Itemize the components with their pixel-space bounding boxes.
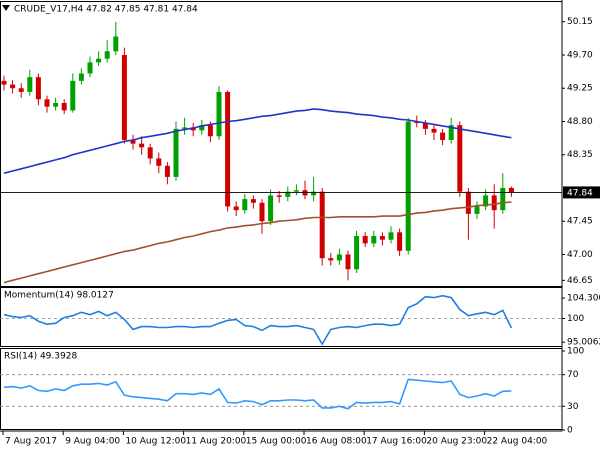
candle-body bbox=[311, 191, 317, 196]
panel-title: CRUDE_V17,H4 47.82 47.85 47.81 47.84 bbox=[14, 5, 198, 15]
candle-body bbox=[207, 125, 213, 137]
y-tick-label: 0 bbox=[567, 426, 573, 436]
x-tick-label: 16 Aug 08:00 bbox=[306, 437, 367, 447]
x-tick-label: 10 Aug 12:00 bbox=[125, 437, 186, 447]
x-tick-label: 20 Aug 23:00 bbox=[426, 437, 487, 447]
candle-body bbox=[500, 187, 506, 211]
candle-body bbox=[113, 36, 119, 52]
candle-body bbox=[70, 80, 76, 111]
candle-body bbox=[78, 73, 84, 81]
candle-body bbox=[182, 127, 188, 129]
candle-body bbox=[216, 91, 222, 137]
candle-body bbox=[1, 80, 7, 85]
candle-body bbox=[173, 128, 179, 177]
indicator-line bbox=[3, 108, 512, 174]
candle-body bbox=[474, 206, 480, 214]
candle-body bbox=[35, 77, 41, 100]
x-tick-label: 15 Aug 00:00 bbox=[246, 437, 307, 447]
x-tick-label: 7 Aug 2017 bbox=[5, 437, 57, 447]
indicator-line bbox=[3, 201, 512, 284]
candle-body bbox=[397, 232, 403, 251]
collapse-icon bbox=[2, 5, 10, 11]
candle-body bbox=[87, 62, 93, 74]
candle-body bbox=[328, 258, 334, 261]
y-tick-label: 100 bbox=[567, 314, 584, 324]
y-tick-label: 104.3006 bbox=[567, 294, 600, 304]
candle-body bbox=[268, 195, 274, 222]
indicator-line bbox=[3, 378, 512, 410]
candle-body bbox=[491, 195, 497, 211]
candle-body bbox=[61, 103, 67, 111]
candle-body bbox=[139, 143, 145, 148]
candle-body bbox=[371, 236, 377, 244]
candle-body bbox=[457, 125, 463, 192]
candle-body bbox=[379, 236, 385, 240]
candle-body bbox=[405, 121, 411, 251]
candle-body bbox=[147, 147, 153, 159]
candle-body bbox=[44, 99, 50, 107]
x-tick-label: 9 Aug 04:00 bbox=[65, 437, 120, 447]
candle-body bbox=[199, 125, 205, 131]
x-tick-label: 17 Aug 16:00 bbox=[366, 437, 427, 447]
panel-title: RSI(14) 49.3928 bbox=[4, 352, 77, 362]
candle-body bbox=[104, 51, 110, 59]
candle-body bbox=[259, 202, 265, 222]
y-tick-label: 100 bbox=[567, 347, 584, 357]
y-tick-label: 48.80 bbox=[567, 117, 593, 127]
x-tick-label: 11 Aug 20:00 bbox=[186, 437, 247, 447]
last-price-label: 47.84 bbox=[567, 188, 593, 198]
candle-body bbox=[422, 122, 428, 129]
y-tick-label: 47.00 bbox=[567, 250, 593, 260]
y-tick-label: 49.25 bbox=[567, 84, 593, 94]
candle-body bbox=[242, 199, 248, 211]
candle-body bbox=[336, 254, 342, 261]
candle-body bbox=[431, 128, 437, 133]
candle-body bbox=[225, 91, 231, 207]
candle-body bbox=[483, 195, 489, 207]
candle-body bbox=[233, 206, 239, 211]
candle-body bbox=[362, 236, 368, 244]
y-tick-label: 95.0062 bbox=[567, 338, 600, 348]
candle-body bbox=[96, 58, 102, 63]
candle-body bbox=[354, 236, 360, 270]
candle-body bbox=[319, 191, 325, 259]
candle-body bbox=[130, 139, 136, 144]
y-tick-label: 47.45 bbox=[567, 217, 593, 227]
candle-body bbox=[10, 84, 16, 89]
candle-body bbox=[156, 158, 162, 166]
candle-body bbox=[250, 199, 256, 203]
candle-body bbox=[465, 191, 471, 214]
candle-body bbox=[293, 190, 299, 192]
y-tick-label: 50.15 bbox=[567, 17, 593, 27]
candle-body bbox=[448, 125, 454, 140]
last-price-box bbox=[563, 186, 600, 199]
x-tick-label: 22 Aug 04:00 bbox=[487, 437, 548, 447]
candle-body bbox=[345, 254, 351, 270]
y-tick-label: 30 bbox=[567, 402, 579, 412]
y-tick-label: 46.65 bbox=[567, 276, 593, 286]
candle-body bbox=[164, 165, 170, 177]
y-tick-label: 49.70 bbox=[567, 50, 593, 60]
candle-body bbox=[121, 54, 127, 140]
y-tick-label: 70 bbox=[567, 370, 579, 380]
candle-body bbox=[27, 77, 33, 92]
candle-body bbox=[276, 195, 282, 197]
panel-title: Momentum(14) 98.0127 bbox=[4, 291, 114, 301]
indicator-line bbox=[3, 294, 513, 346]
y-tick-label: 48.35 bbox=[567, 150, 593, 160]
candle-body bbox=[285, 191, 291, 197]
candle-body bbox=[388, 232, 394, 240]
candle-body bbox=[508, 187, 514, 193]
candle-body bbox=[53, 103, 59, 107]
candle-body bbox=[18, 88, 24, 92]
candle-body bbox=[440, 132, 446, 140]
